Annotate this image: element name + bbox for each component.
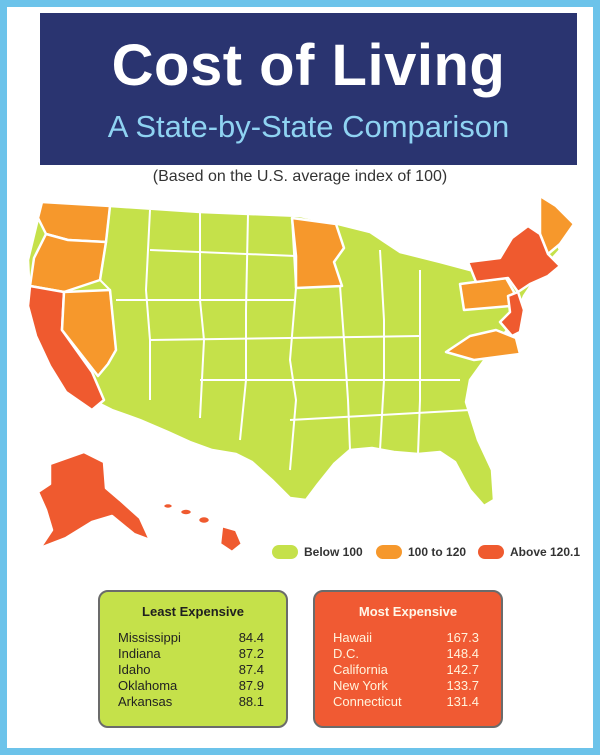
state-name: Idaho [118,662,151,677]
list-item: Hawaii 167.3 [333,630,479,646]
legend-swatch-orange [376,545,402,559]
state-alaska [36,450,152,550]
hawaii-big-island [218,524,244,554]
state-borders [98,205,471,471]
state-index: 88.1 [238,694,264,709]
hawaii-island-1 [161,501,175,511]
state-name: D.C. [333,646,359,661]
list-item: Mississippi 84.4 [118,630,264,646]
index-note: (Based on the U.S. average index of 100) [152,168,448,185]
state-hawaii [161,501,244,554]
state-oregon [28,232,108,294]
legend-label: Above 120.1 [510,545,581,559]
most-expensive-panel: Most Expensive Hawaii 167.3 D.C. 148.4 Cal… [313,590,503,728]
page-subtitle: A State-by-State Comparison [107,109,510,144]
legend-item-below-100: Below 100 [272,541,363,563]
map-legend: Below 100 100 to 120 Above 120.1 [272,541,592,563]
most-expensive-list: Hawaii 167.3 D.C. 148.4 California 142.7 Ne… [333,630,479,710]
state-index: 84.4 [238,630,264,645]
state-name: New York [333,678,388,693]
legend-item-above-120: Above 120.1 [478,541,580,563]
state-pennsylvania [458,276,516,312]
state-index: 148.4 [446,646,479,661]
legend-swatch-green [272,545,298,559]
state-name: Oklahoma [118,678,178,693]
state-index: 87.4 [238,662,264,677]
list-item: Indiana 87.2 [118,646,264,662]
least-expensive-panel: Least Expensive Mississippi 84.4 Indiana 8… [98,590,288,728]
header-banner: Cost of Living A State-by-State Comparis… [40,13,577,165]
least-expensive-title: Least Expensive [142,604,244,619]
state-index: 87.9 [238,678,264,693]
state-index: 87.2 [238,646,264,661]
state-minnesota [290,216,346,290]
state-name: California [333,662,388,677]
list-item: Connecticut 131.4 [333,694,479,710]
state-name: Connecticut [333,694,402,709]
state-name: Arkansas [118,694,173,709]
least-expensive-list: Mississippi 84.4 Indiana 87.2 Idaho 87.4 Ok… [118,630,264,710]
legend-label: Below 100 [304,545,363,559]
legend-swatch-red [478,545,504,559]
hawaii-island-2 [178,507,194,517]
page-title: Cost of Living [111,33,506,98]
most-expensive-title: Most Expensive [358,604,458,619]
legend-label: 100 to 120 [408,545,467,559]
list-item: California 142.7 [333,662,479,678]
list-item: Oklahoma 87.9 [118,678,264,694]
hawaii-island-3 [196,514,212,526]
state-index: 167.3 [446,630,479,645]
state-new-york-new-england [466,224,562,294]
state-name: Hawaii [333,630,373,645]
list-item: Arkansas 88.1 [118,694,264,710]
state-name: Mississippi [118,630,181,645]
list-item: New York 133.7 [333,678,479,694]
state-index: 142.7 [446,662,479,677]
us-cost-map [26,194,576,554]
state-virginia [444,328,522,362]
contiguous-us-shape [26,200,562,508]
list-item: Idaho 87.4 [118,662,264,678]
state-nj-md-dc [498,290,526,338]
state-index: 133.7 [446,678,479,693]
state-name: Indiana [118,646,161,661]
list-item: D.C. 148.4 [333,646,479,662]
state-index: 131.4 [446,694,479,709]
legend-item-100-to-120: 100 to 120 [376,541,466,563]
